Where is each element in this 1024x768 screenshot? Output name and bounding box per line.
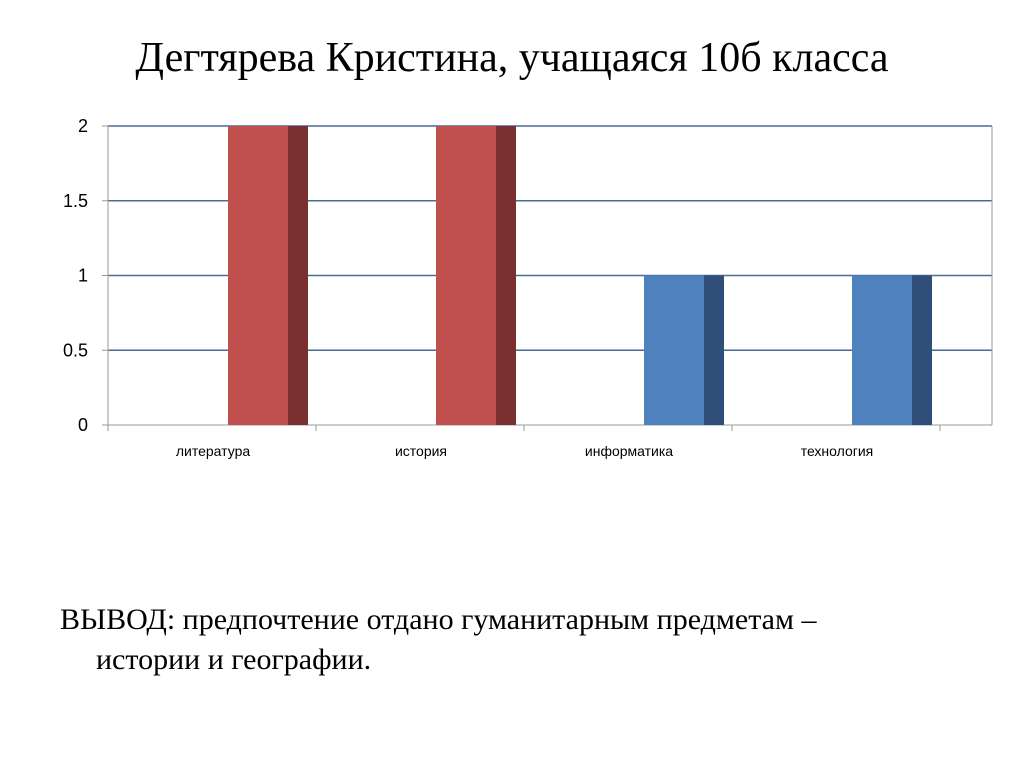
bar-side xyxy=(912,275,932,425)
y-tick-label: 2 xyxy=(78,116,88,136)
y-tick-label: 1.5 xyxy=(63,191,88,211)
x-tick-label: литература xyxy=(176,443,250,459)
x-tick-label: история xyxy=(395,443,447,459)
y-tick-label: 1 xyxy=(78,266,88,286)
conclusion-text: ВЫВОД: предпочтение отдано гуманитарным … xyxy=(60,600,960,680)
conclusion-label: ВЫВОД: xyxy=(60,603,176,636)
slide-title: Дегтярева Кристина, учащаяся 10б класса xyxy=(135,35,889,81)
bar xyxy=(436,126,496,425)
bar-side xyxy=(288,126,308,425)
y-tick-label: 0.5 xyxy=(63,340,88,360)
bar-side xyxy=(704,275,724,425)
y-tick-label: 0 xyxy=(78,415,88,435)
conclusion-text-line1: предпочтение отдано гуманитарным предмет… xyxy=(175,603,817,636)
bar xyxy=(852,275,912,425)
conclusion-text-line2: истории и географии. xyxy=(96,643,372,676)
bar xyxy=(228,126,288,425)
x-tick-label: технология xyxy=(801,443,874,459)
bar-side xyxy=(496,126,516,425)
bar xyxy=(644,275,704,425)
x-tick-label: информатика xyxy=(585,443,673,459)
